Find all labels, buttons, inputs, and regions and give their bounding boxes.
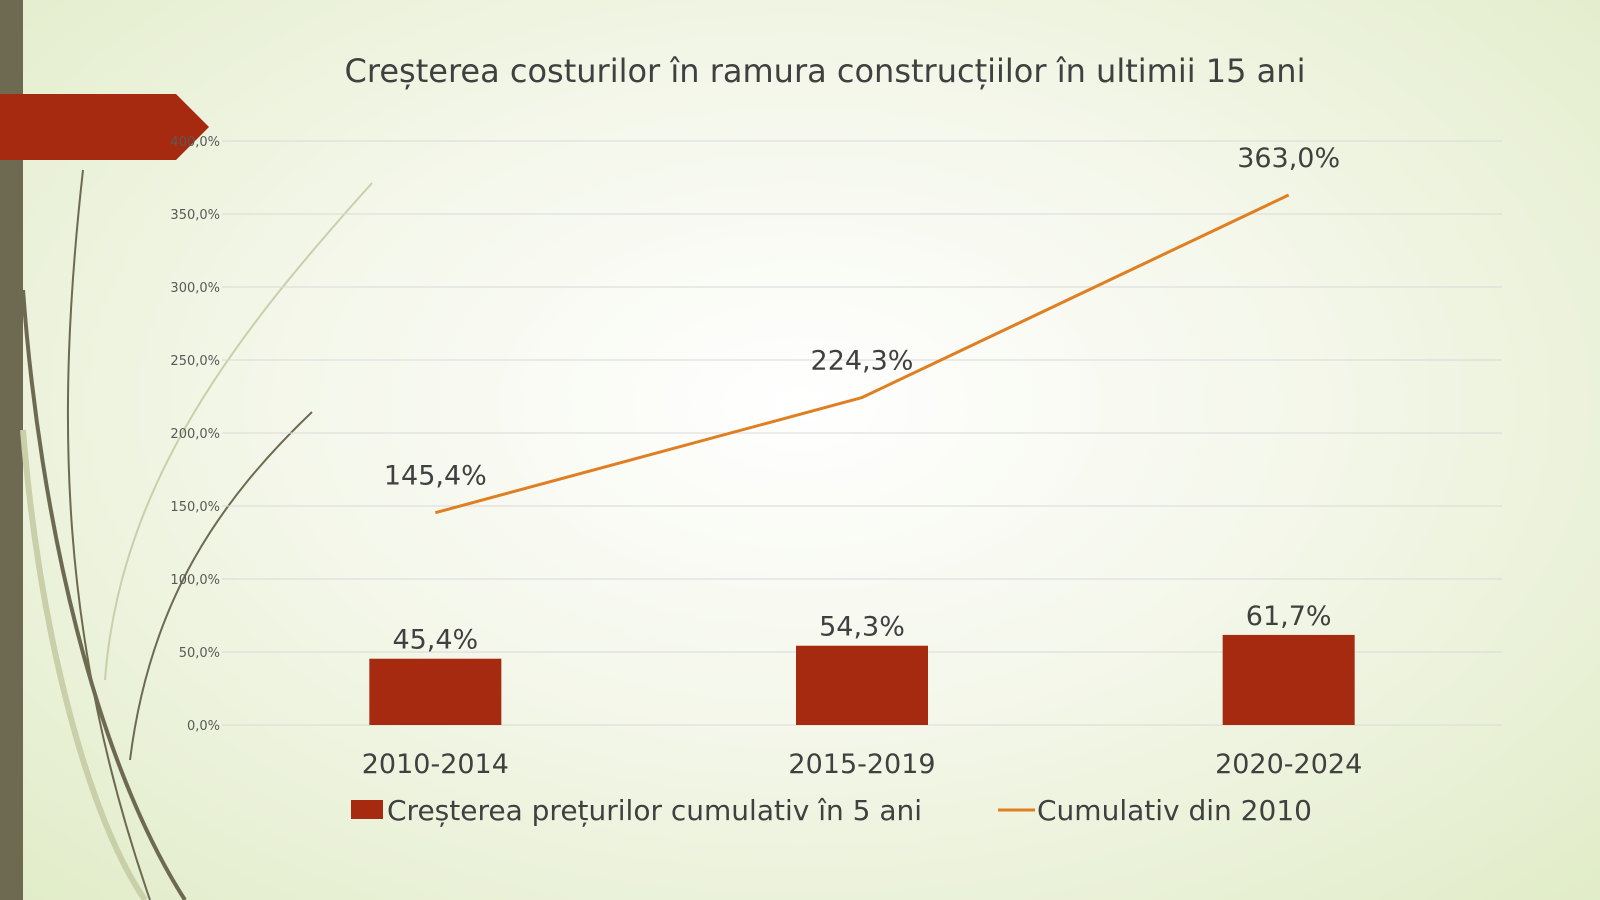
y-tick-label: 350,0% bbox=[170, 208, 220, 223]
y-tick-label: 400,0% bbox=[170, 135, 220, 150]
x-tick-label: 2010-2014 bbox=[362, 749, 509, 780]
decorative-curve bbox=[20, 429, 148, 900]
chart-title: Creșterea costurilor în ramura construcț… bbox=[345, 52, 1306, 90]
decorative-curve bbox=[21, 289, 187, 900]
bar bbox=[796, 645, 928, 725]
legend-bar-label: Creșterea prețurilor cumulativ în 5 ani bbox=[387, 794, 922, 827]
bar-data-label: 45,4% bbox=[392, 625, 478, 656]
left-accent-bar bbox=[0, 0, 23, 900]
y-tick-label: 300,0% bbox=[170, 281, 220, 296]
line-series: 145,4% 224,3% 363,0% bbox=[384, 143, 1340, 515]
bar-data-label: 61,7% bbox=[1246, 601, 1332, 632]
y-tick-label: 150,0% bbox=[170, 500, 220, 515]
legend-bar-swatch bbox=[351, 800, 383, 819]
bar-data-label: 54,3% bbox=[819, 612, 905, 643]
y-tick-label: 200,0% bbox=[170, 427, 220, 442]
decorative-curve bbox=[129, 411, 313, 761]
decorative-curve bbox=[66, 169, 151, 900]
legend: Creșterea prețurilor cumulativ în 5 ani … bbox=[351, 794, 1312, 827]
y-axis-ticks: 0,0% 50,0% 100,0% 150,0% 200,0% 250,0% 300,0% 3… bbox=[170, 135, 220, 734]
x-tick-label: 2020-2024 bbox=[1215, 749, 1362, 780]
decorative-curve bbox=[104, 182, 373, 681]
arrow-banner-shape bbox=[0, 94, 209, 160]
bar-series: 45,4% 54,3% 61,7% bbox=[369, 601, 1355, 725]
bar bbox=[369, 658, 502, 725]
line-path bbox=[434, 193, 1290, 515]
line-data-label: 224,3% bbox=[811, 346, 914, 377]
x-axis-ticks: 2010-2014 2015-2019 2020-2024 bbox=[362, 749, 1363, 780]
y-tick-label: 100,0% bbox=[170, 573, 220, 588]
y-tick-label: 50,0% bbox=[179, 646, 220, 661]
y-tick-label: 0,0% bbox=[187, 719, 220, 734]
legend-line-label: Cumulativ din 2010 bbox=[1037, 794, 1312, 827]
line-data-label: 363,0% bbox=[1237, 143, 1340, 174]
bar bbox=[1222, 634, 1355, 725]
line-data-label: 145,4% bbox=[384, 461, 487, 492]
x-tick-label: 2015-2019 bbox=[788, 749, 935, 780]
y-tick-label: 250,0% bbox=[170, 354, 220, 369]
